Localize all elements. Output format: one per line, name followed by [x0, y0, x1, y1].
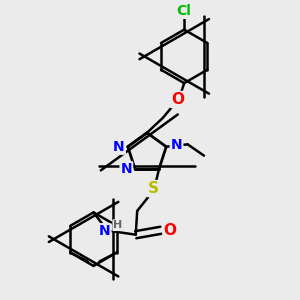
Text: O: O: [171, 92, 184, 107]
Text: H: H: [113, 220, 122, 230]
Text: Cl: Cl: [177, 4, 192, 18]
Text: N: N: [121, 162, 132, 176]
Text: N: N: [171, 138, 182, 152]
Text: O: O: [164, 223, 176, 238]
Text: N: N: [113, 140, 125, 154]
Text: N: N: [99, 224, 110, 238]
Text: S: S: [148, 181, 159, 196]
